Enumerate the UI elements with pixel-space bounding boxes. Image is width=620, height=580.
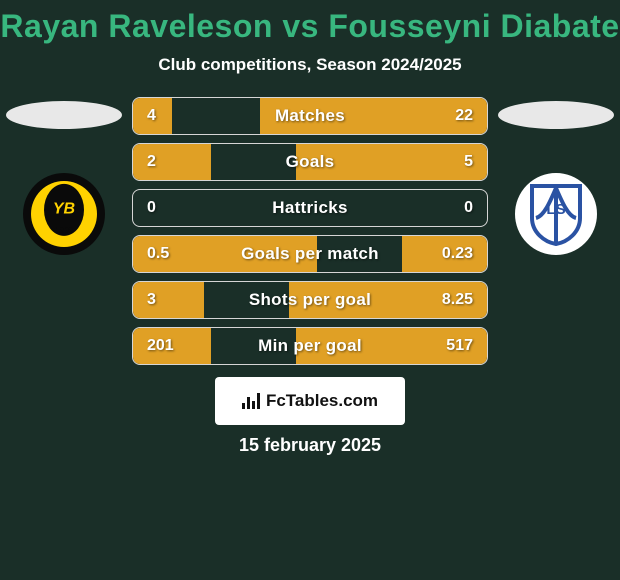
crest-inner-disc: YB 1898 (31, 181, 97, 247)
stats-list: 422Matches 25Goals 00Hattricks 0.50.23Goals… (124, 97, 496, 373)
stat-label: Goals (133, 144, 487, 180)
crest-year-label: 1898 (55, 226, 73, 235)
stat-row: 00Hattricks (132, 189, 488, 227)
branding-label: FcTables.com (266, 391, 378, 411)
stat-label: Matches (133, 98, 487, 134)
stat-row: 0.50.23Goals per match (132, 235, 488, 273)
shield-icon: LS (528, 182, 584, 246)
comparison-card: Rayan Raveleson vs Fousseyni Diabate Clu… (0, 0, 620, 456)
stat-label: Goals per match (133, 236, 487, 272)
page-subtitle: Club competitions, Season 2024/2025 (0, 55, 620, 75)
crest-monogram: YB (53, 200, 75, 218)
branding-logo: FcTables.com (242, 391, 378, 411)
main-row: YB 1898 422Matches 25Goals 00Hattricks 0.50… (0, 97, 620, 373)
player-right-avatar-placeholder (498, 101, 614, 129)
bar-chart-icon (242, 393, 260, 409)
stat-row: 25Goals (132, 143, 488, 181)
club-crest-lausanne: LS (515, 173, 597, 255)
club-crest-young-boys: YB 1898 (23, 173, 105, 255)
stat-row: 422Matches (132, 97, 488, 135)
player-right-column: LS (496, 97, 616, 255)
stat-label: Hattricks (133, 190, 487, 226)
stat-row: 201517Min per goal (132, 327, 488, 365)
branding-box: FcTables.com (215, 377, 405, 425)
stat-label: Shots per goal (133, 282, 487, 318)
footer-date: 15 february 2025 (0, 435, 620, 456)
stat-row: 38.25Shots per goal (132, 281, 488, 319)
player-left-avatar-placeholder (6, 101, 122, 129)
player-left-column: YB 1898 (4, 97, 124, 255)
stat-label: Min per goal (133, 328, 487, 364)
page-title: Rayan Raveleson vs Fousseyni Diabate (0, 8, 620, 45)
crest-monogram: LS (546, 201, 565, 218)
